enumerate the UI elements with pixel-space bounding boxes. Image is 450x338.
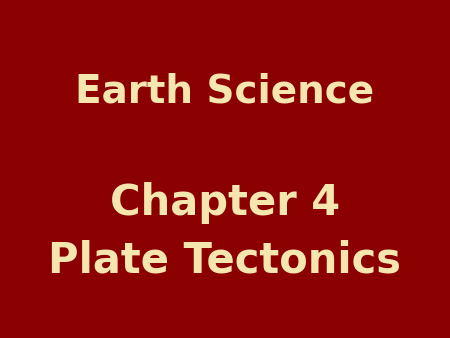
Text: Chapter 4: Chapter 4: [110, 182, 340, 224]
Text: Plate Tectonics: Plate Tectonics: [49, 239, 401, 281]
Text: Earth Science: Earth Science: [76, 72, 374, 110]
